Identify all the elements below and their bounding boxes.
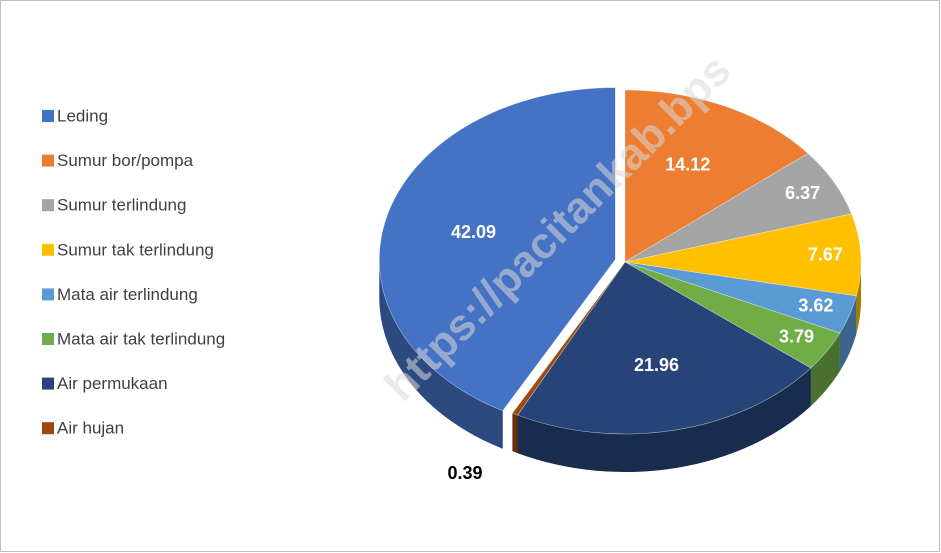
slice-side-shade [379, 259, 503, 449]
slice-side-shade [517, 367, 811, 472]
legend-swatch [42, 422, 54, 435]
data-label: 0.39 [447, 463, 482, 483]
pie [379, 87, 862, 472]
slice [624, 89, 809, 263]
slice-side [517, 367, 811, 472]
slice-side [379, 259, 503, 449]
legend-swatch [42, 333, 54, 345]
data-label: 14.12 [665, 154, 710, 174]
slice-side [512, 413, 518, 454]
data-label: 21.96 [634, 355, 679, 375]
legend-label: Air hujan [57, 419, 124, 438]
legend-label: Mata air terlindung [57, 285, 198, 304]
slice [624, 213, 862, 297]
slice [379, 87, 616, 412]
data-label: 3.79 [779, 327, 814, 347]
legend-label: Air permukaan [57, 374, 168, 393]
slice-side-shade [810, 333, 840, 406]
legend-label: Sumur tak terlindung [57, 240, 214, 259]
legend-swatch [42, 110, 54, 122]
slice [517, 261, 812, 435]
data-label: 6.37 [785, 183, 820, 203]
legend-swatch [42, 154, 54, 167]
data-label: 3.62 [798, 296, 833, 316]
legend-swatch [42, 377, 54, 390]
legend-swatch [42, 243, 54, 256]
slice-side-shade [839, 295, 857, 372]
slice-side [810, 333, 840, 406]
slice-side [839, 295, 857, 372]
legend-label: Mata air tak terlindung [57, 329, 225, 348]
slice-side-shade [512, 413, 518, 454]
legend-label: Sumur bor/pompa [57, 151, 194, 170]
legend-swatch [42, 199, 54, 212]
slice [511, 261, 626, 416]
legend-label: Sumur terlindung [57, 196, 186, 215]
data-label: 7.67 [808, 245, 843, 265]
legend-swatch [42, 288, 54, 301]
data-label: 42.09 [451, 222, 496, 242]
legend-label: Leding [57, 106, 108, 125]
